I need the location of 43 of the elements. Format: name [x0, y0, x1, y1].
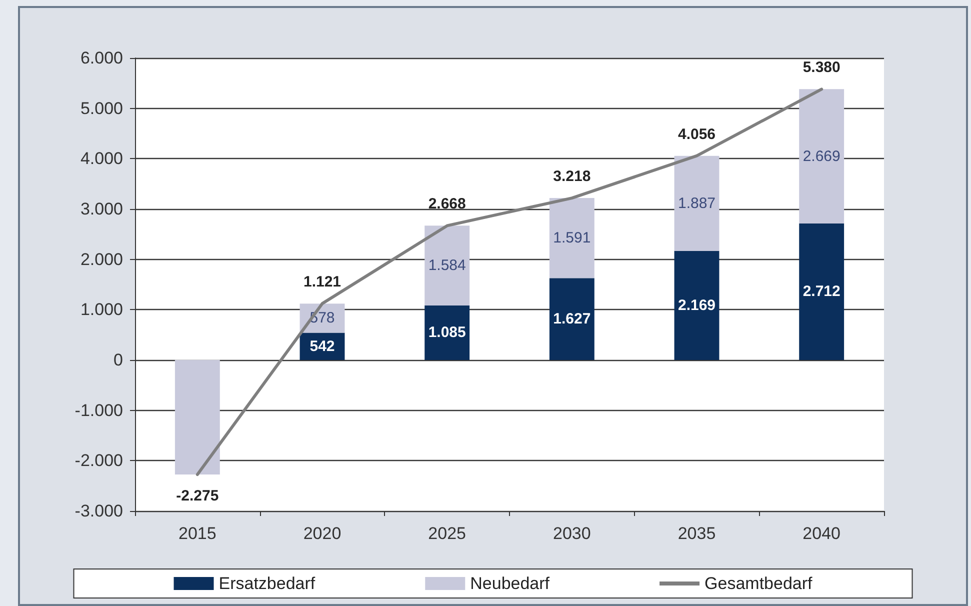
- bar: [549, 198, 594, 278]
- x-tick-label: 2040: [802, 524, 840, 543]
- data-label: 1.627: [553, 310, 591, 328]
- data-label: 2.712: [802, 283, 840, 300]
- y-tick-label: 4.000: [80, 149, 123, 168]
- data-label: 1.085: [428, 324, 466, 342]
- data-label: 542: [310, 338, 335, 355]
- y-tick-label: 3.000: [80, 200, 123, 218]
- bar: [799, 89, 844, 224]
- y-tick-label: 5.000: [80, 98, 123, 118]
- data-label: 3.218: [553, 168, 591, 186]
- data-label: 5.380: [802, 59, 840, 76]
- x-tick-label: 2025: [428, 524, 466, 543]
- y-tick-label: 6.000: [80, 48, 123, 68]
- x-tick-label: 2020: [303, 524, 342, 543]
- bar: [549, 278, 594, 360]
- bar: [424, 226, 470, 306]
- y-tick-label: 2.000: [80, 250, 123, 269]
- data-label: 4.056: [678, 126, 716, 143]
- bar: [799, 223, 844, 360]
- data-label: 1.887: [678, 194, 716, 212]
- data-label: 2.169: [678, 296, 716, 314]
- x-tick-label: 2015: [178, 524, 216, 543]
- data-label: 1.121: [303, 274, 342, 291]
- data-label: 2.669: [802, 148, 840, 165]
- data-label: 1.591: [553, 230, 591, 247]
- x-tick-label: 2030: [553, 524, 591, 543]
- y-tick-label: -2.000: [74, 451, 123, 470]
- data-label: 2.668: [428, 196, 466, 213]
- bar: [424, 305, 470, 360]
- bar: [674, 156, 720, 251]
- y-tick-label: -1.000: [74, 400, 123, 420]
- x-tick-label: 2035: [678, 524, 716, 543]
- bar: [674, 250, 720, 360]
- legend-label: Ersatzbedarf: [218, 574, 316, 593]
- legend-label: Gesamtbedarf: [704, 574, 813, 593]
- y-tick-label: 1.000: [80, 300, 123, 320]
- bar: [174, 360, 220, 475]
- data-label: -2.275: [176, 488, 219, 505]
- data-label: 1.584: [428, 257, 466, 274]
- y-tick-label: 0: [114, 350, 123, 370]
- legend-label: Neubedarf: [470, 574, 550, 593]
- y-tick-label: -3.000: [74, 502, 123, 520]
